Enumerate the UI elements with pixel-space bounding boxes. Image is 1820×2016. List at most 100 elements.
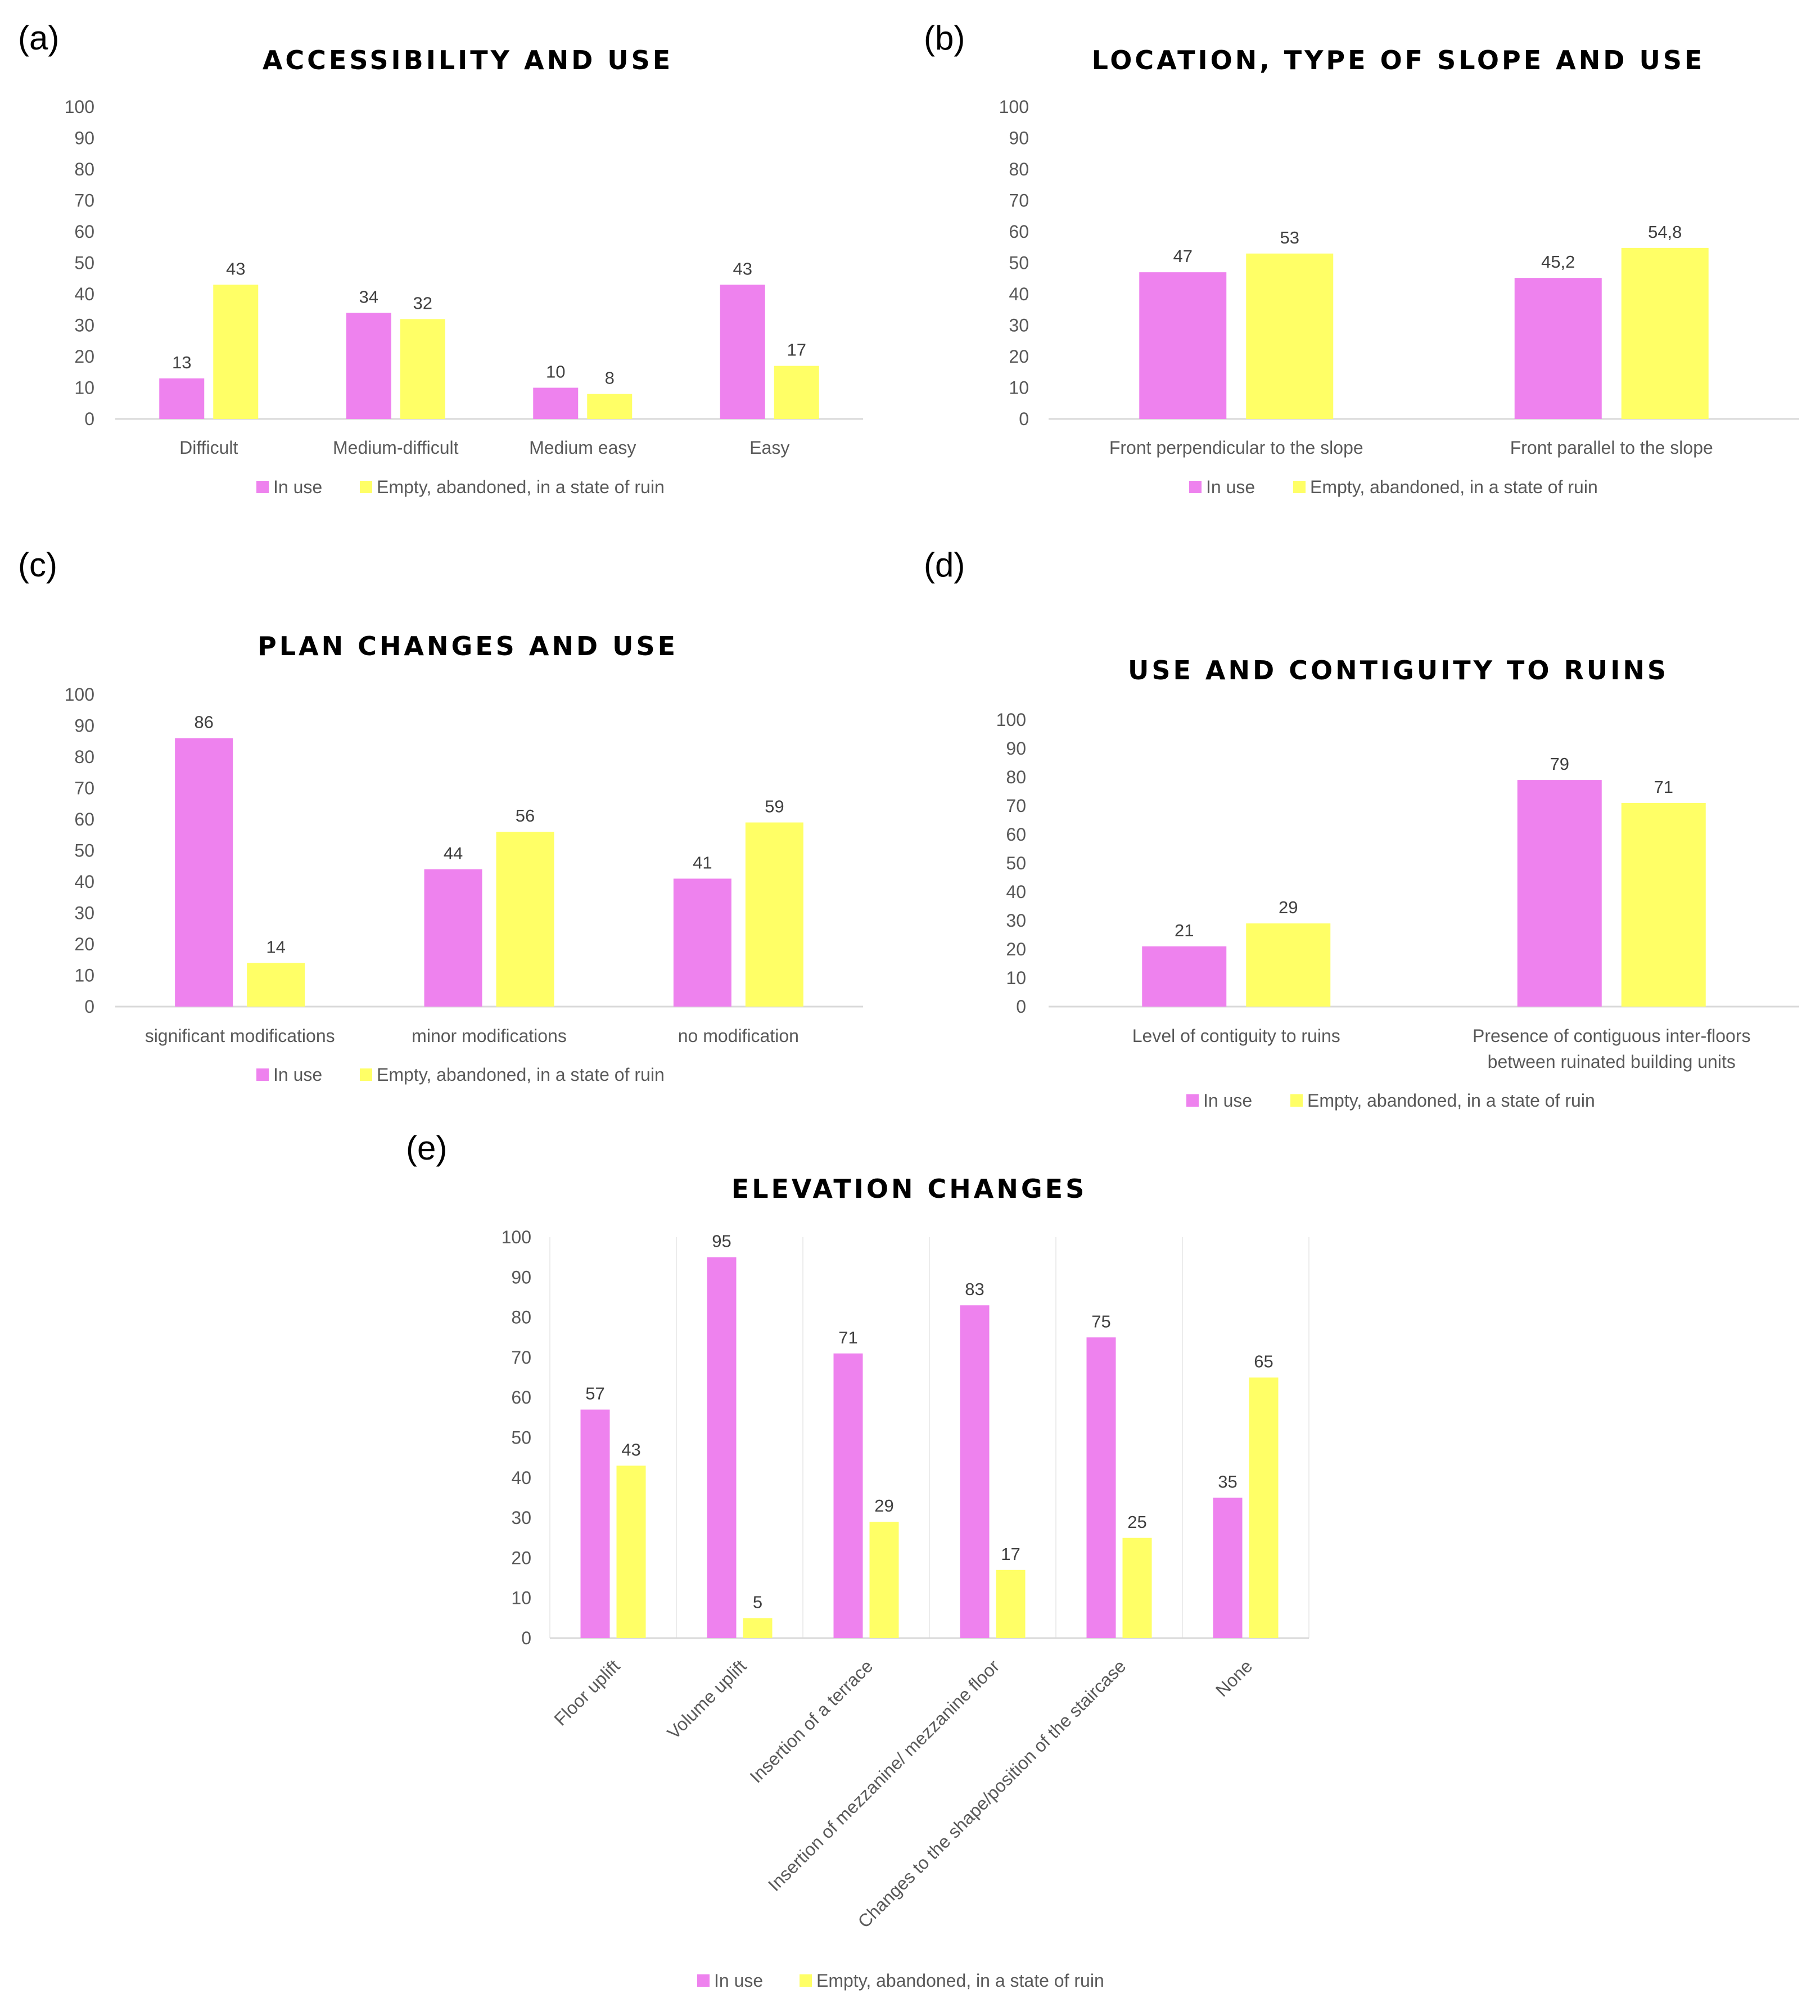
legend-swatch-empty [800, 1974, 812, 1987]
y-tick-label: 40 [511, 1468, 531, 1488]
legend-swatch-in-use [1189, 481, 1202, 493]
bar-empty-1 [616, 1465, 646, 1638]
legend-label-in-use: In use [1206, 477, 1255, 497]
legend-label-in-use: In use [273, 1065, 322, 1085]
data-label: 65 [1254, 1352, 1273, 1372]
legend-swatch-in-use [256, 1068, 269, 1081]
category-label: Difficult [179, 438, 238, 458]
legend-label-empty: Empty, abandoned, in a state of ruin [377, 477, 665, 497]
bar-empty-1 [213, 285, 259, 419]
category-label: Changes to the shape/position of the sta… [854, 1656, 1130, 1932]
chart-title-c: PLAN CHANGES AND USE [258, 631, 678, 661]
bar-in-use-4 [960, 1305, 990, 1638]
y-tick-label: 50 [74, 253, 94, 273]
bar-empty-1 [1246, 923, 1331, 1007]
y-tick-label: 90 [1006, 738, 1026, 759]
bar-in-use-1 [1142, 946, 1227, 1007]
data-label: 86 [194, 712, 213, 732]
data-label: 57 [585, 1384, 604, 1404]
category-label: Front parallel to the slope [1510, 438, 1713, 458]
data-label: 43 [226, 259, 245, 278]
y-tick-label: 0 [84, 996, 94, 1017]
category-label: None [1212, 1656, 1257, 1701]
y-tick-label: 50 [74, 841, 94, 861]
y-tick-label: 80 [1006, 767, 1026, 787]
bar-in-use-2 [1517, 780, 1602, 1007]
chart-d: (d) USE AND CONTIGUITY TO RUINS 0 10 20 30 40 5… [924, 546, 1799, 1111]
y-tick-label: 30 [1009, 315, 1029, 336]
y-tick-label: 30 [1006, 910, 1026, 931]
category-label: Easy [749, 438, 789, 458]
legend-swatch-empty [360, 1068, 372, 1081]
y-tick-label: 100 [65, 684, 94, 705]
data-label: 29 [874, 1496, 893, 1516]
bar-in-use-2 [424, 869, 482, 1007]
chart-title-a: ACCESSIBILITY AND USE [263, 45, 673, 75]
bar-empty-3 [587, 394, 633, 419]
panel-label-d: (d) [924, 546, 965, 584]
bar-empty-2 [1621, 247, 1709, 419]
bar-in-use-2 [707, 1257, 737, 1638]
y-tick-label: 0 [84, 409, 94, 429]
y-tick-label: 80 [1009, 159, 1029, 179]
y-tick-label: 10 [1009, 378, 1029, 398]
y-tick-label: 40 [1006, 882, 1026, 902]
chart-c: (c) PLAN CHANGES AND USE 0 10 20 30 40 50 60 70 80… [18, 546, 863, 1085]
data-label: 56 [516, 806, 535, 826]
y-tick-label: 100 [65, 97, 94, 117]
y-tick-label: 20 [74, 346, 94, 367]
bar-empty-3 [869, 1522, 899, 1638]
y-tick-label: 30 [74, 903, 94, 923]
legend-swatch-empty [360, 481, 372, 493]
category-label: significant modifications [145, 1026, 335, 1046]
category-label: Insertion of a terrace [746, 1656, 877, 1787]
data-label: 5 [753, 1592, 762, 1612]
data-label: 47 [1173, 246, 1193, 266]
data-label: 79 [1550, 754, 1569, 774]
y-tick-label: 100 [999, 97, 1029, 117]
y-tick-label: 50 [1009, 253, 1029, 273]
y-tick-label: 10 [1006, 968, 1026, 988]
category-label: minor modifications [412, 1026, 567, 1046]
category-label: Floor uplift [550, 1656, 624, 1729]
legend-swatch-empty [1293, 481, 1306, 493]
legend-label-in-use: In use [714, 1970, 763, 1991]
bar-empty-1 [1246, 253, 1334, 419]
y-tick-label: 30 [511, 1508, 531, 1528]
data-label: 14 [266, 937, 285, 957]
bar-empty-2 [400, 319, 445, 419]
data-label: 54,8 [1648, 222, 1682, 242]
y-tick-label: 60 [74, 222, 94, 242]
bar-in-use-2 [346, 313, 391, 419]
y-tick-label: 10 [74, 966, 94, 986]
y-tick-label: 60 [511, 1387, 531, 1408]
y-tick-label: 80 [74, 747, 94, 767]
bar-empty-2 [496, 832, 554, 1007]
legend-swatch-in-use [256, 481, 269, 493]
y-tick-label: 20 [74, 934, 94, 954]
y-tick-label: 40 [74, 284, 94, 304]
data-label: 10 [546, 362, 565, 382]
bar-in-use-6 [1213, 1498, 1243, 1638]
y-tick-label: 80 [511, 1307, 531, 1328]
y-tick-label: 20 [1009, 346, 1029, 367]
data-label: 83 [965, 1279, 984, 1299]
data-label: 44 [444, 844, 463, 863]
y-tick-label: 100 [996, 710, 1026, 730]
data-label: 8 [605, 368, 615, 388]
category-label: Front perpendicular to the slope [1109, 438, 1363, 458]
chart-title-b: LOCATION, TYPE OF SLOPE AND USE [1092, 45, 1705, 75]
chart-b: (b) LOCATION, TYPE OF SLOPE AND USE 0 10 20 3… [924, 19, 1799, 497]
bar-empty-2 [743, 1618, 773, 1638]
bar-empty-4 [774, 366, 819, 419]
legend-swatch-in-use [697, 1974, 710, 1987]
data-label: 43 [621, 1440, 640, 1459]
bar-empty-4 [996, 1569, 1026, 1638]
legend-label-empty: Empty, abandoned, in a state of ruin [1307, 1090, 1595, 1111]
data-label: 53 [1280, 228, 1299, 247]
data-label: 32 [413, 293, 432, 313]
data-label: 25 [1127, 1512, 1146, 1532]
bar-in-use-3 [673, 878, 731, 1007]
data-label: 17 [787, 340, 806, 360]
y-tick-label: 20 [1006, 939, 1026, 959]
